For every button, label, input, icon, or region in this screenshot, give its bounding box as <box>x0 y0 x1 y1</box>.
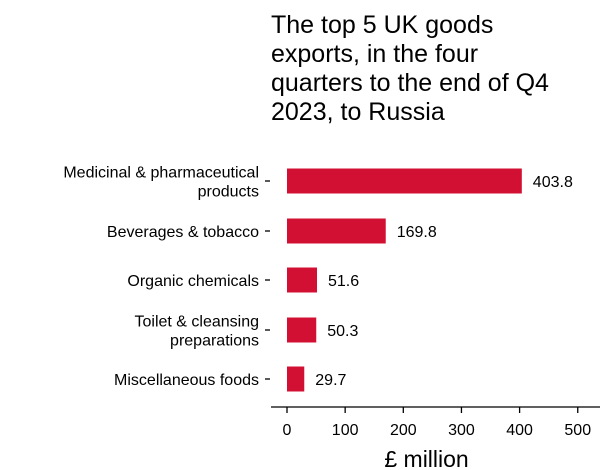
bar-value-label: 51.6 <box>328 273 359 290</box>
bar-value-label: 50.3 <box>327 323 358 340</box>
bar <box>287 218 386 244</box>
x-axis-title: £ million <box>384 446 468 470</box>
y-category-label: Beverages & tobacco <box>107 224 259 241</box>
bar <box>287 168 522 194</box>
y-category-label: preparations <box>170 333 259 350</box>
chart-title-line: 2023, to Russia <box>271 98 445 126</box>
bars <box>287 168 522 392</box>
y-axis-ticks <box>265 180 270 380</box>
x-tick-label: 0 <box>283 422 292 439</box>
y-category-label: Medicinal & pharmaceutical <box>63 165 259 182</box>
x-tick-label: 300 <box>448 422 475 439</box>
x-tick-label: 400 <box>506 422 533 439</box>
bar-value-label: 169.8 <box>397 224 437 241</box>
y-category-label: Toilet & cleansing <box>134 314 259 331</box>
x-tick-label: 200 <box>390 422 417 439</box>
y-axis-category-labels: Medicinal & pharmaceutical products Bevera… <box>63 165 259 390</box>
bar <box>287 267 318 293</box>
chart-title-line: The top 5 UK goods <box>271 11 493 39</box>
bar <box>287 317 317 343</box>
bar-value-label: 403.8 <box>533 174 573 191</box>
y-category-label: Organic chemicals <box>127 273 259 290</box>
y-category-label: products <box>198 184 259 201</box>
bar-value-label: 29.7 <box>315 372 346 389</box>
x-axis-ticks: 0 100 200 300 400 500 <box>283 407 591 439</box>
x-tick-label: 500 <box>564 422 591 439</box>
bar <box>287 366 305 392</box>
chart-title-line: quarters to the end of Q4 <box>271 69 549 97</box>
chart-title-line: exports, in the four <box>271 40 478 68</box>
x-tick-label: 100 <box>332 422 359 439</box>
y-category-label: Miscellaneous foods <box>114 372 259 389</box>
bar-value-labels: 403.8 169.8 51.6 50.3 29.7 <box>315 174 573 389</box>
